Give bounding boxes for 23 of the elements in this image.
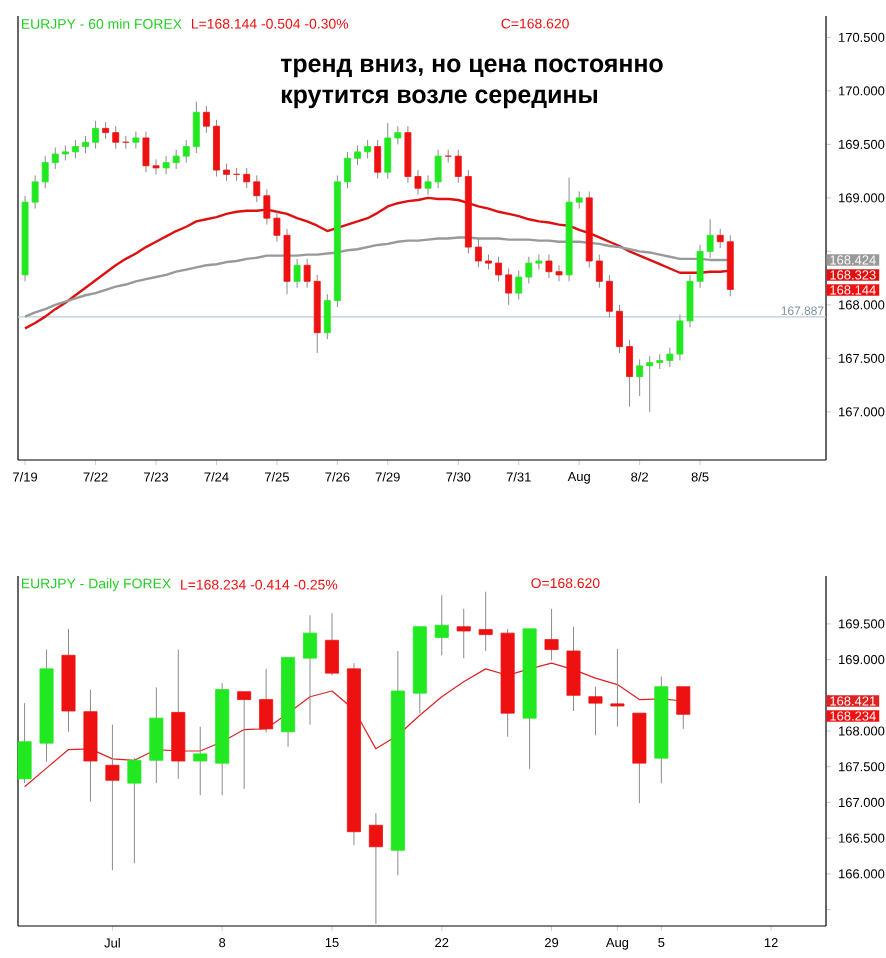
candlestick <box>478 591 493 652</box>
candlestick <box>434 594 449 656</box>
annotation: крутится возле середины <box>281 89 598 109</box>
candlestick <box>325 612 339 676</box>
candlestick <box>374 139 382 180</box>
candlestick <box>127 757 142 864</box>
candlestick <box>17 702 32 784</box>
candlestick <box>149 686 164 784</box>
candlestick <box>105 724 120 871</box>
candlestick <box>259 668 274 733</box>
candlestick <box>544 608 559 661</box>
candlestick <box>676 686 691 730</box>
candlestick <box>368 812 383 925</box>
candlestick <box>610 648 625 728</box>
candlestick <box>456 608 471 659</box>
candlestick <box>132 131 140 150</box>
candlestick <box>237 691 252 790</box>
candlestick <box>566 626 581 712</box>
candlestick <box>193 726 208 796</box>
annotation: тренд вниз, но цена постоянно <box>280 58 663 78</box>
candlestick <box>588 686 603 736</box>
candlestick <box>293 258 301 289</box>
candlestick <box>303 614 318 726</box>
